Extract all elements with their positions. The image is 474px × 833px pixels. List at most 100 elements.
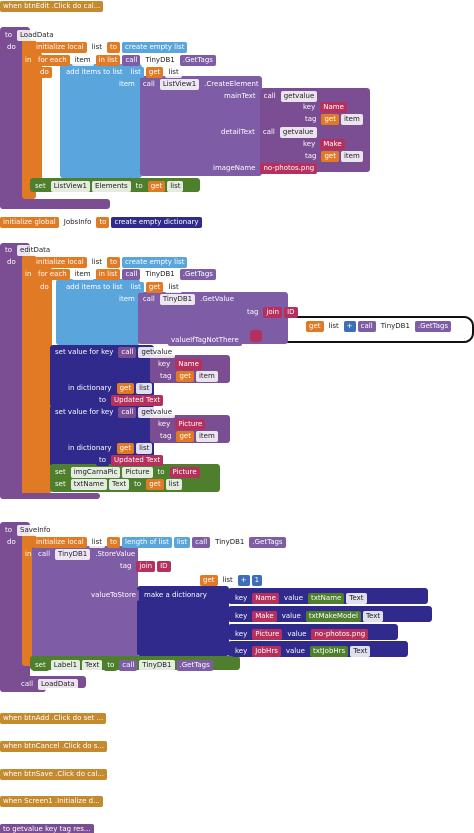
block-label: Text [346, 593, 367, 604]
block-label: do [37, 67, 52, 78]
block-label: getvalue [279, 127, 317, 138]
block-row: initialize global JobsInfo to create empty … [0, 217, 202, 228]
block-label: 1 [251, 575, 263, 586]
block-label: value [284, 629, 310, 640]
block-label: tag [157, 371, 175, 382]
block-label: when btnCancel .Click do s... [0, 741, 108, 752]
block-label: to [131, 479, 145, 490]
block-label: for each [35, 269, 70, 280]
block-label: item [340, 151, 363, 162]
block-label: for each [35, 55, 70, 66]
block-row: set value for key call getvalue [52, 347, 176, 358]
block-label: call [35, 549, 54, 560]
block-label: to [154, 467, 168, 478]
block-label: TinyDB1 [142, 55, 178, 66]
block-label: list [325, 321, 342, 332]
block-label: TinyDB1 [142, 269, 178, 280]
block-label: Text [109, 479, 130, 490]
block-label: when btnAdd .Click do set ... [0, 713, 107, 724]
block-label: item [195, 371, 218, 382]
block-row: key Name [155, 359, 202, 370]
block-label: get [176, 371, 194, 382]
block-label: to [104, 660, 118, 671]
block-label: getvalue [138, 407, 176, 418]
block-label: list [127, 282, 144, 293]
block-label: no-photos.png [260, 163, 318, 174]
block-label: to [2, 30, 16, 41]
collapsed-block: when btnEdit .Click do cal... [0, 1, 104, 12]
block-label: list [165, 479, 182, 490]
block-label: list [136, 443, 153, 454]
block-label: Text [350, 646, 371, 657]
block-label: set value for key [52, 347, 117, 358]
block-row: set imgCarnaPic Picture to Picture [52, 467, 200, 478]
block-label: txtName [308, 593, 345, 604]
block-label: initialize global [0, 217, 59, 228]
block-label: join [263, 307, 283, 318]
block-label: list [219, 575, 236, 586]
block-label: SaveInfo [17, 525, 54, 536]
block-label: length of list [122, 537, 172, 548]
block-label: in list [95, 269, 121, 280]
block-label: JobsInfo [60, 217, 95, 228]
block-label: get [306, 321, 324, 332]
block-label: valueToStore [88, 590, 139, 601]
block-row: key Picture [155, 419, 206, 430]
block-label: in dictionary [65, 383, 115, 394]
block-label: key [232, 629, 251, 640]
collapsed-block: to getvalue key tag res... [0, 824, 94, 833]
block-label: imgCarnaPic [70, 467, 121, 478]
block-row: set Label1 Text to call TinyDB1 .GetTags [32, 660, 213, 671]
block-row: valueIfTagNotThere [168, 335, 242, 346]
block-label: valueIfTagNotThere [168, 335, 242, 346]
block-row: in [22, 55, 34, 66]
block-label: Updated Text [111, 455, 164, 466]
block-body [250, 330, 262, 342]
block-row: initialize local list to create empty list [33, 257, 188, 268]
block-label: key [155, 359, 174, 370]
block-label: LoadData [17, 30, 57, 41]
block-label: call [118, 347, 137, 358]
block-label: Picture [122, 467, 153, 478]
block-label: in dictionary [65, 443, 115, 454]
block-label: Name [175, 359, 202, 370]
block-label: create empty dictionary [111, 217, 202, 228]
block-label: TinyDB1 [159, 294, 196, 305]
collapsed-block: when btnSave .Click do cal... [0, 769, 108, 780]
collapsed-block: when btnAdd .Click do set ... [0, 713, 107, 724]
block-label: call [118, 407, 137, 418]
block-label: in [25, 56, 32, 64]
block-row: do [4, 42, 19, 53]
block-label: item [71, 269, 94, 280]
block-label: item [195, 431, 218, 442]
block-label: do [7, 258, 16, 266]
block-label: list [136, 383, 153, 394]
block-label: call [18, 679, 37, 690]
block-row: in dictionary get list [65, 443, 153, 454]
block-row: add items to list list get list [63, 67, 182, 78]
block-label: getvalue [280, 91, 318, 102]
block-row: key Picture value no-photos.png [232, 629, 369, 640]
block-label: to [2, 525, 16, 536]
block-label: Label1 [50, 660, 81, 671]
block-label: .GetTags [179, 55, 216, 66]
block-label: create empty list [122, 257, 188, 268]
block-label: .GetTags [179, 269, 216, 280]
block-label: create empty list [122, 42, 188, 53]
block-label: Text [362, 611, 384, 622]
block-label: list [173, 537, 191, 548]
block-label: Updated Text [111, 395, 164, 406]
block-label: txtName [70, 479, 107, 490]
block-label: set [52, 467, 69, 478]
block-row: for each item in list call TinyDB1 .GetTags [35, 55, 216, 66]
block-label: in [25, 550, 32, 558]
block-label: get [146, 479, 164, 490]
block-row: add items to list list get list [63, 282, 182, 293]
block-label: do [37, 282, 52, 293]
block-row: set txtName Text to get list [52, 479, 182, 490]
block-row: do [37, 67, 52, 78]
block-label: imageName [210, 163, 259, 174]
block-label: call [139, 79, 158, 90]
block-label: to [2, 245, 16, 256]
block-row: for each item in list call TinyDB1 .GetTags [35, 269, 216, 280]
